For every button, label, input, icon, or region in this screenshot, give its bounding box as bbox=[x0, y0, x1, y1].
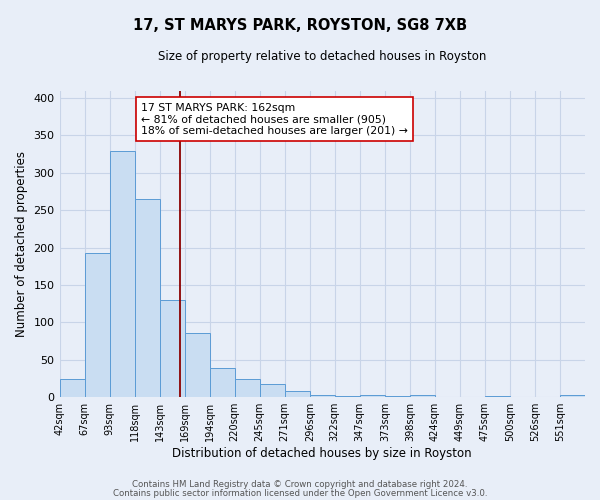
Bar bbox=[485, 396, 510, 397]
Bar bbox=[160, 300, 185, 397]
X-axis label: Distribution of detached houses by size in Royston: Distribution of detached houses by size … bbox=[172, 447, 472, 460]
Bar bbox=[110, 151, 134, 397]
Bar bbox=[310, 395, 335, 397]
Bar bbox=[185, 333, 209, 397]
Bar bbox=[59, 378, 85, 397]
Bar bbox=[410, 395, 435, 397]
Bar bbox=[134, 199, 160, 397]
Text: 17 ST MARYS PARK: 162sqm
← 81% of detached houses are smaller (905)
18% of semi-: 17 ST MARYS PARK: 162sqm ← 81% of detach… bbox=[141, 103, 408, 136]
Y-axis label: Number of detached properties: Number of detached properties bbox=[15, 151, 28, 337]
Bar bbox=[85, 253, 110, 397]
Bar bbox=[360, 395, 385, 397]
Bar bbox=[285, 391, 310, 397]
Title: Size of property relative to detached houses in Royston: Size of property relative to detached ho… bbox=[158, 50, 487, 63]
Text: Contains public sector information licensed under the Open Government Licence v3: Contains public sector information licen… bbox=[113, 488, 487, 498]
Bar bbox=[385, 396, 410, 397]
Bar bbox=[560, 395, 585, 397]
Bar bbox=[260, 384, 285, 397]
Bar bbox=[335, 396, 360, 397]
Bar bbox=[209, 368, 235, 397]
Text: 17, ST MARYS PARK, ROYSTON, SG8 7XB: 17, ST MARYS PARK, ROYSTON, SG8 7XB bbox=[133, 18, 467, 32]
Text: Contains HM Land Registry data © Crown copyright and database right 2024.: Contains HM Land Registry data © Crown c… bbox=[132, 480, 468, 489]
Bar bbox=[235, 378, 260, 397]
